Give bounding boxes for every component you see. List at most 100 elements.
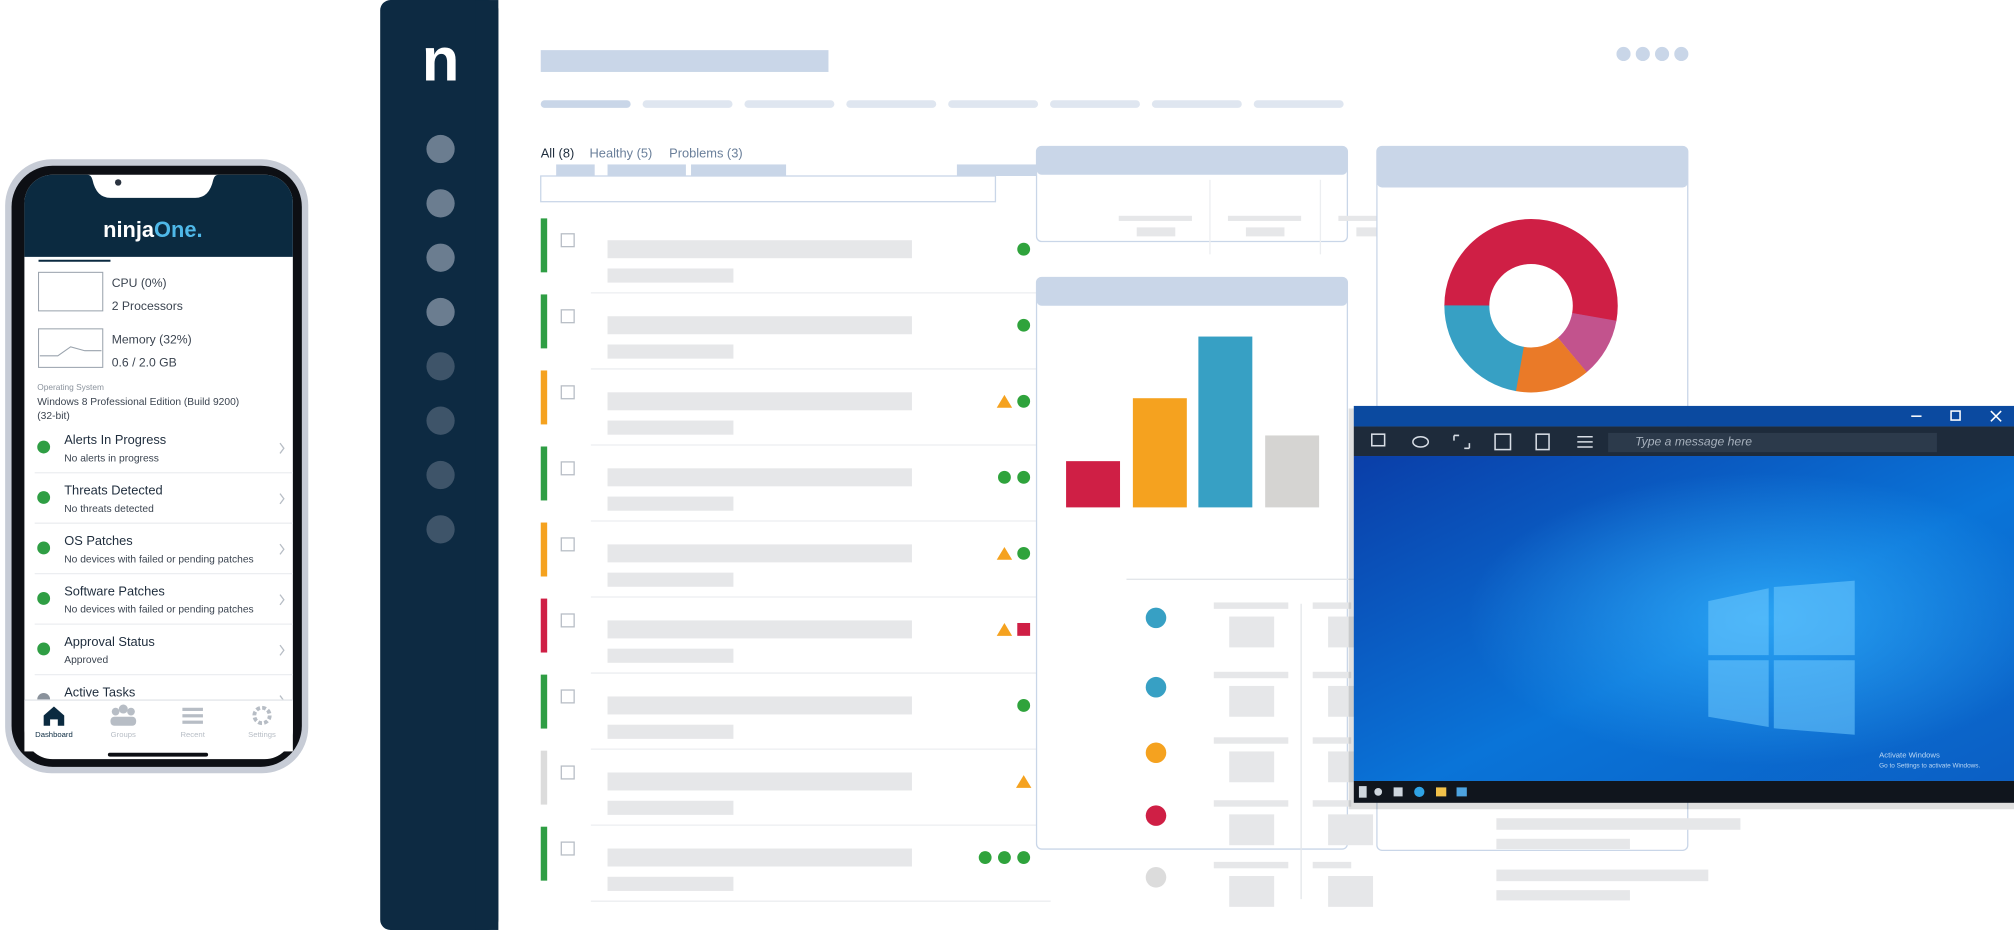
device-row[interactable]: [540, 446, 1051, 522]
device-row[interactable]: [540, 826, 1051, 902]
phone-logo: ninjaOne.: [103, 217, 202, 242]
nav-item[interactable]: [426, 460, 455, 490]
watermark: Go to Settings to activate Windows.: [1879, 762, 1980, 769]
device-row[interactable]: [540, 598, 1051, 674]
filter-tab[interactable]: All (8): [541, 146, 575, 161]
device-row[interactable]: [540, 750, 1051, 826]
detail-placeholder: [607, 496, 734, 511]
name-placeholder: [607, 696, 912, 715]
item-icon: [37, 440, 51, 454]
row-icon: [560, 385, 575, 400]
nav-item[interactable]: [426, 352, 455, 381]
item-subtitle: Approved: [64, 655, 108, 666]
phone: ninjaOne. CPU (0%) 2 Processors Memory (…: [5, 159, 309, 774]
nav-item[interactable]: [426, 406, 455, 435]
device-row[interactable]: [540, 674, 1051, 750]
taskbar-icons[interactable]: [1358, 786, 1467, 798]
legend-dot: [1145, 676, 1167, 698]
legend-placeholder: [1312, 861, 1352, 869]
window-controls[interactable]: [1911, 410, 2002, 422]
list-item[interactable]: Alerts In Progress No alerts in progress: [34, 432, 293, 474]
status-ok: [998, 851, 1011, 864]
metric-label: CPU (0%): [112, 276, 167, 290]
logo-accent: One.: [154, 217, 203, 242]
legend-placeholder: [1312, 800, 1352, 807]
status-bar: [540, 826, 548, 881]
list-item[interactable]: Software Patches No devices with failed o…: [34, 583, 293, 625]
tab-label[interactable]: Groups: [111, 730, 136, 739]
legend-placeholder: [1213, 861, 1289, 869]
device-row[interactable]: [540, 294, 1051, 370]
legend-placeholder: [1312, 602, 1352, 609]
tab-label[interactable]: Recent: [180, 730, 205, 739]
row-icon: [560, 613, 575, 628]
search-box[interactable]: [540, 175, 997, 203]
tab-strip: [540, 100, 1344, 108]
status-ok: [1017, 851, 1031, 864]
phone-list: Alerts In Progress No alerts in progress T…: [34, 432, 293, 707]
filter-tab[interactable]: Healthy (5): [590, 146, 653, 161]
item-subtitle: No devices with failed or pending patche…: [64, 605, 253, 616]
item-subtitle: No alerts in progress: [64, 453, 159, 464]
home-indicator: [107, 752, 209, 757]
title-bar: [1353, 405, 2014, 427]
item-title: Threats Detected: [64, 482, 162, 497]
name-placeholder: [607, 848, 912, 867]
panel-header: [1376, 146, 1688, 188]
menu-dots: [1616, 46, 1689, 62]
status-bar: [540, 598, 548, 653]
tab-placeholder: [846, 100, 937, 108]
tab-bar: [24, 700, 293, 752]
legend-dot: [1145, 805, 1167, 826]
toolbar-icons[interactable]: [1371, 433, 1593, 451]
name-placeholder: [607, 392, 912, 411]
legend-placeholder: [1213, 737, 1289, 744]
device-row[interactable]: [540, 370, 1051, 446]
legend-placeholder: [1312, 671, 1352, 679]
item-title: OS Patches: [64, 533, 132, 548]
donut-segment: [1444, 219, 1618, 393]
os-value: (32-bit): [37, 411, 70, 422]
tab-placeholder: [540, 100, 631, 108]
tab-label[interactable]: Dashboard: [35, 730, 73, 739]
item-icon: [37, 541, 51, 555]
message-input[interactable]: [1608, 432, 1937, 453]
donut: [1444, 219, 1618, 393]
title-placeholder: [540, 50, 829, 72]
device-row[interactable]: [540, 522, 1051, 598]
list-item[interactable]: Threats Detected No threats detected: [34, 482, 293, 524]
item-title: Approval Status: [64, 634, 155, 649]
status-ok: [1017, 394, 1031, 408]
status-bar: [540, 522, 548, 577]
detail-placeholder: [607, 572, 734, 587]
legend-placeholder: [1213, 602, 1289, 609]
panel-header: [1036, 146, 1348, 175]
nav-item[interactable]: [426, 134, 455, 164]
status-warning: [996, 546, 1013, 560]
filter-tab[interactable]: Problems (3): [669, 146, 742, 161]
list-item[interactable]: OS Patches No devices with failed or pend…: [34, 533, 293, 575]
row-icon: [560, 765, 575, 780]
detail-placeholder: [607, 724, 734, 739]
legend-placeholder: [1229, 814, 1275, 846]
nav-item[interactable]: [426, 243, 455, 272]
list-item[interactable]: Approval Status Approved: [34, 634, 293, 676]
nav-item[interactable]: [426, 515, 455, 544]
phone-header: [24, 174, 293, 257]
detail-placeholder: [607, 344, 734, 359]
status-ok: [998, 470, 1011, 484]
detail-placeholder: [607, 648, 734, 663]
name-placeholder: [607, 620, 912, 639]
chevron: [279, 594, 285, 606]
legend-placeholder: [1229, 751, 1275, 783]
nav-item[interactable]: [426, 297, 455, 327]
status-bar: [540, 674, 548, 729]
status-ok: [978, 851, 992, 864]
os-value: Windows 8 Professional Edition (Build 92…: [37, 397, 239, 408]
tab-label[interactable]: Settings: [248, 730, 276, 739]
panel-header: [1036, 277, 1348, 306]
nav-item[interactable]: [426, 189, 455, 218]
device-row[interactable]: [540, 218, 1051, 294]
